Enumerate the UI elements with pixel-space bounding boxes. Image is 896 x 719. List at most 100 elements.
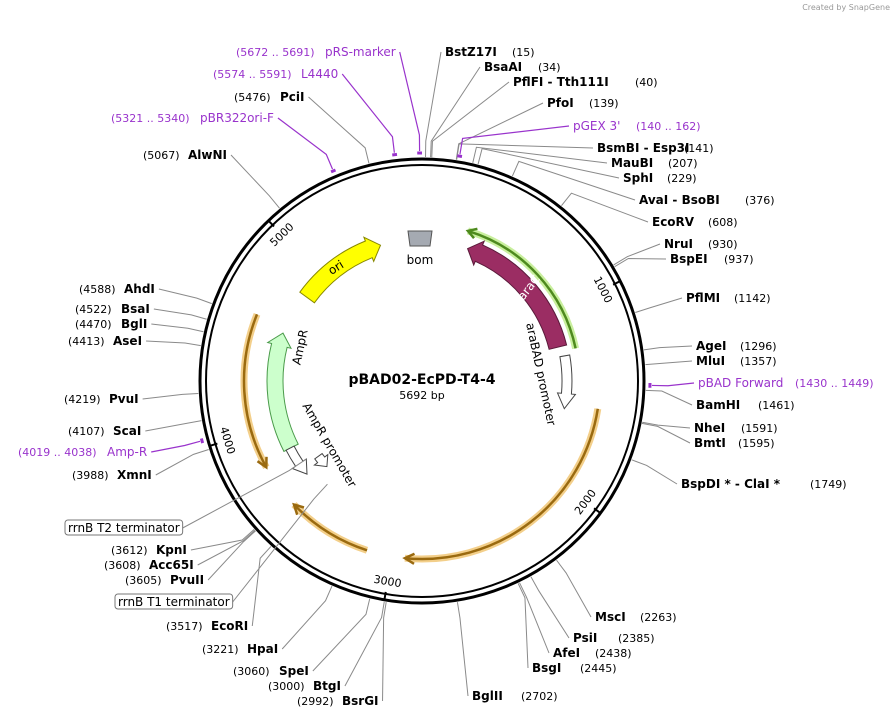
ruler-tick	[593, 507, 602, 515]
orf-head	[256, 456, 268, 470]
site-leader	[431, 81, 510, 158]
ruler-tick	[383, 591, 387, 601]
orf-glow	[291, 502, 369, 554]
site-name: HpaI	[247, 642, 278, 656]
orf-arc	[293, 503, 368, 552]
site-position: (2445)	[580, 662, 617, 675]
site-name: AhdI	[124, 282, 155, 296]
site-name: AseI	[113, 334, 142, 348]
site-leader	[530, 576, 570, 639]
orf-arc	[242, 313, 268, 468]
site-leader	[281, 585, 333, 650]
terminator-box	[114, 593, 234, 610]
feature-label: AmpR	[290, 328, 311, 366]
site-leader	[613, 243, 661, 266]
site-name: AgeI	[696, 339, 726, 353]
site-leader	[430, 66, 481, 158]
site-leader	[477, 148, 620, 179]
site-position: (5067)	[143, 149, 180, 162]
site-name: MscI	[595, 610, 626, 624]
site-leader	[151, 323, 204, 333]
feature-label: AmpR promoter	[300, 400, 360, 490]
site-leader	[455, 102, 544, 160]
site-name: XmnI	[117, 468, 152, 482]
site-name: Acc65I	[149, 558, 194, 572]
site-name: AvaI - BsoBI	[639, 193, 720, 207]
site-position: (376)	[745, 194, 775, 207]
feature-label: bom	[407, 253, 434, 267]
site-leader	[197, 529, 256, 566]
credit: Created by SnapGene	[802, 3, 890, 12]
site-name: BsgI	[532, 661, 561, 675]
site-name: BsrGI	[342, 694, 379, 708]
ruler-label: 3000	[373, 573, 403, 591]
site-position: (4107)	[68, 425, 105, 438]
site-position: (1296)	[740, 340, 777, 353]
primer-marker	[199, 438, 205, 444]
site-position: (4470)	[75, 318, 112, 331]
site-position: (1591)	[741, 422, 778, 435]
primer-leader	[341, 73, 395, 153]
feature-araC	[466, 240, 568, 350]
site-leader	[153, 308, 207, 320]
site-name: KpnI	[156, 543, 187, 557]
site-leader	[645, 360, 693, 366]
site-leader	[456, 143, 594, 160]
site-name: BmtI	[694, 436, 726, 450]
orf-arc	[404, 408, 600, 561]
primer-name: pBR322ori-F	[200, 111, 274, 125]
site-leader	[308, 96, 370, 164]
site-leader	[642, 421, 691, 429]
orf-arc	[467, 229, 577, 349]
site-name: ScaI	[113, 424, 141, 438]
terminator-leader	[232, 483, 328, 603]
feature-araBAD-promoter	[556, 354, 577, 410]
site-leader	[641, 422, 691, 444]
site-leader	[207, 530, 256, 581]
site-position: (3612)	[111, 544, 148, 557]
site-leader	[517, 583, 529, 669]
primer-leader	[151, 440, 201, 453]
site-name: BglI	[121, 317, 147, 331]
site-name: PflMI	[686, 291, 720, 305]
site-position: (4413)	[68, 335, 105, 348]
primer-marker	[330, 168, 337, 174]
feature-bom	[407, 230, 433, 247]
site-position: (139)	[589, 97, 619, 110]
feature-ori	[299, 236, 382, 304]
plasmid-name: pBAD02-EcPD-T4-4	[348, 372, 495, 388]
terminator-box	[64, 519, 184, 536]
site-name: NheI	[694, 421, 725, 435]
site-leader	[146, 340, 201, 347]
site-leader	[190, 529, 255, 551]
site-name: PsiI	[573, 631, 597, 645]
primer-range: (5574 .. 5591)	[213, 68, 292, 81]
site-name: BsaI	[121, 302, 150, 316]
site-name: MauBI	[611, 156, 653, 170]
site-position: (2702)	[521, 690, 558, 703]
site-leader	[158, 288, 212, 305]
site-position: (207)	[668, 157, 698, 170]
site-position: (3517)	[166, 620, 203, 633]
primer-range: (4019 .. 4038)	[18, 446, 97, 459]
site-leader	[155, 448, 209, 476]
primer-leader	[651, 382, 695, 387]
plasmid-length: 5692 bp	[399, 389, 444, 402]
ruler-tick	[612, 279, 622, 286]
site-name: BspDI * - ClaI *	[681, 477, 781, 491]
site-position: (1749)	[810, 478, 847, 491]
site-leader	[519, 582, 550, 654]
site-leader	[631, 459, 678, 485]
primer-leader	[399, 51, 421, 152]
primer-leader	[459, 125, 570, 155]
site-name: BspEI	[670, 252, 708, 266]
site-name: PciI	[280, 90, 305, 104]
site-name: AlwNI	[188, 148, 227, 162]
site-position: (3000)	[268, 680, 305, 693]
backbone-inner	[205, 164, 639, 598]
site-position: (2263)	[640, 611, 677, 624]
site-name: AfeI	[553, 646, 580, 660]
site-leader	[312, 598, 371, 672]
primer-name: pGEX 3'	[573, 119, 620, 133]
